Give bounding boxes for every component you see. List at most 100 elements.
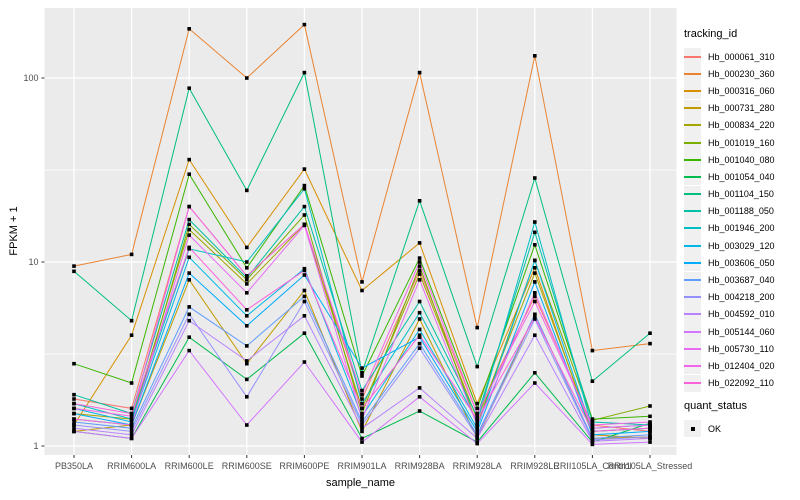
legend-key <box>684 202 701 220</box>
data-point <box>187 204 191 209</box>
data-point <box>129 426 134 430</box>
x-tick-label: RRIM600LA <box>107 461 156 471</box>
legend-item-Hb_000061_310: Hb_000061_310 <box>684 48 775 66</box>
data-point <box>187 271 191 275</box>
data-point <box>360 440 364 444</box>
data-point <box>417 395 422 399</box>
x-tick-label: RRIM928LA <box>453 461 502 471</box>
data-point <box>475 436 479 441</box>
data-point <box>360 371 364 375</box>
data-point <box>360 406 364 411</box>
data-point <box>648 436 652 441</box>
legend-key <box>684 219 701 237</box>
data-point <box>360 411 364 416</box>
data-point <box>533 299 537 304</box>
data-point <box>245 344 249 348</box>
data-point <box>648 414 652 419</box>
data-point <box>417 335 422 339</box>
data-point <box>417 299 422 304</box>
x-tick-label: RRIM928LE <box>510 461 559 471</box>
legend-item-label: OK <box>708 423 722 434</box>
legend-item-Hb_003606_050: Hb_003606_050 <box>684 254 775 272</box>
data-point <box>648 423 652 427</box>
data-point <box>417 256 422 260</box>
data-point <box>590 442 595 447</box>
data-point <box>129 420 134 424</box>
line-swatch-icon <box>684 261 701 264</box>
data-point <box>648 341 652 346</box>
x-tick-label: RRIM600SE <box>222 461 272 471</box>
line-swatch-icon <box>684 296 701 299</box>
data-point <box>187 278 191 282</box>
data-point <box>417 327 422 332</box>
data-point <box>245 274 249 278</box>
data-point <box>245 308 249 312</box>
data-point <box>533 230 537 235</box>
data-point <box>245 245 249 250</box>
line-swatch-icon <box>684 210 701 213</box>
data-point <box>648 404 652 408</box>
legend-key <box>684 288 701 306</box>
data-point <box>187 305 191 309</box>
legend-item-label: Hb_004218_200 <box>708 292 775 303</box>
legend-item-Hb_022092_110: Hb_022092_110 <box>684 374 775 392</box>
data-point <box>533 312 537 317</box>
legend-item-Hb_001188_050: Hb_001188_050 <box>684 202 775 220</box>
data-point <box>475 429 479 434</box>
line-swatch-icon <box>684 364 701 367</box>
data-point <box>72 401 76 406</box>
data-point <box>590 420 595 424</box>
line-swatch-icon <box>684 141 701 144</box>
data-point <box>302 204 307 209</box>
x-tick-label: RRIM600PE <box>279 461 329 471</box>
data-point <box>72 269 76 274</box>
data-point <box>302 268 307 273</box>
legend-item-Hb_004592_010: Hb_004592_010 <box>684 305 775 323</box>
data-point <box>417 346 422 350</box>
legend-key <box>684 374 701 392</box>
data-point <box>72 426 76 430</box>
legend-key <box>684 271 701 289</box>
legend-item-label: Hb_001188_050 <box>708 206 774 217</box>
legend-key <box>684 340 701 358</box>
legend-key <box>684 357 701 375</box>
legend-quant-status-title: quant_status <box>684 400 747 412</box>
line-swatch-icon <box>684 72 701 75</box>
data-point <box>245 324 249 328</box>
data-point <box>360 401 364 406</box>
data-point <box>360 423 364 427</box>
legend-item-Hb_001040_080: Hb_001040_080 <box>684 151 775 169</box>
x-tick-label: RRII105LA_Control <box>553 461 631 471</box>
data-point <box>533 294 537 299</box>
legend-item-Hb_005730_110: Hb_005730_110 <box>684 340 775 358</box>
legend-item-Hb_003687_040: Hb_003687_040 <box>684 271 775 289</box>
x-tick-label: RRIM928BA <box>395 461 445 471</box>
legend-key <box>684 48 701 66</box>
data-point <box>187 172 191 176</box>
line-swatch-icon <box>684 89 701 92</box>
data-point <box>590 433 595 437</box>
legend-item-label: Hb_005730_110 <box>708 343 774 354</box>
data-point <box>417 341 422 346</box>
legend-key <box>684 116 701 134</box>
data-point <box>245 314 249 318</box>
data-point <box>360 417 364 421</box>
x-tick-label: RRII105LA_Stressed <box>608 461 693 471</box>
legend-item-label: Hb_003606_050 <box>708 257 775 268</box>
data-point <box>129 252 134 257</box>
data-point <box>302 183 307 188</box>
data-point <box>245 266 249 270</box>
data-point <box>533 176 537 180</box>
legend-item-label: Hb_001054_040 <box>708 171 775 182</box>
legend-item-label: Hb_003029_120 <box>708 240 775 251</box>
x-tick-label: RRIM600LE <box>165 461 214 471</box>
legend-item-label: Hb_000834_220 <box>708 120 775 131</box>
data-point <box>245 188 249 193</box>
legend-item-label: Hb_003687_040 <box>708 275 775 286</box>
legend-key <box>684 185 701 203</box>
data-point <box>72 429 76 434</box>
legend-item-Hb_001946_200: Hb_001946_200 <box>684 219 775 237</box>
x-axis-title: sample_name <box>325 477 396 489</box>
data-point <box>417 386 422 390</box>
